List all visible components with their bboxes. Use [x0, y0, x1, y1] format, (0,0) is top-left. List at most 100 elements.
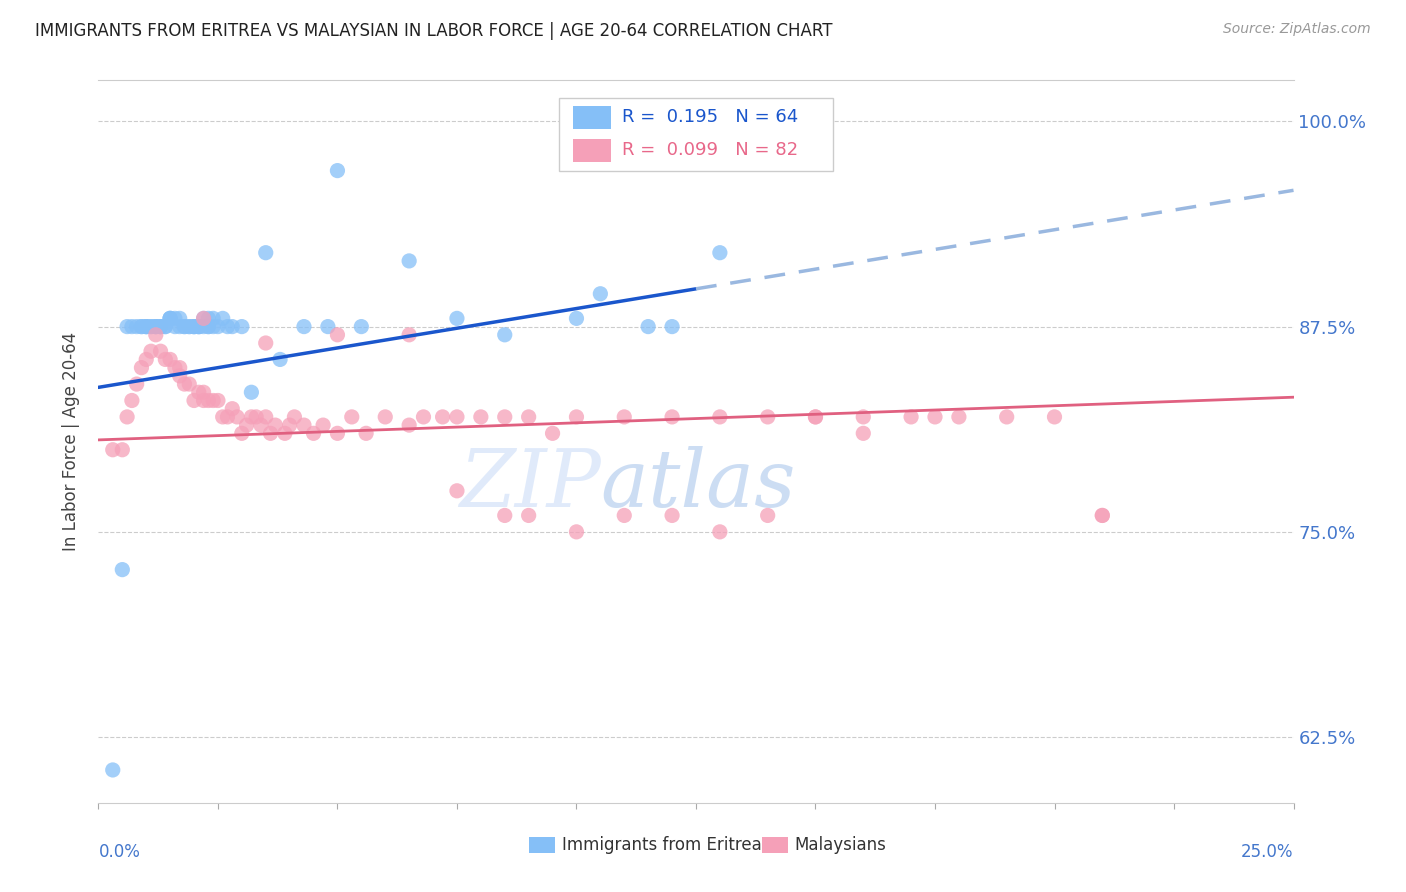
Point — [183, 319, 205, 334]
Point — [135, 319, 157, 334]
Point — [197, 393, 219, 408]
Text: Immigrants from Eritrea: Immigrants from Eritrea — [562, 837, 762, 855]
Point — [135, 352, 157, 367]
Bar — [572, 139, 612, 162]
Point — [292, 418, 315, 433]
Point — [111, 563, 134, 577]
Point — [179, 377, 201, 392]
Point — [221, 401, 243, 416]
Point — [354, 426, 377, 441]
Point — [446, 483, 468, 498]
Point — [541, 426, 564, 441]
Point — [155, 352, 177, 367]
Y-axis label: In Labor Force | Age 20-64: In Labor Force | Age 20-64 — [62, 332, 80, 551]
Point — [316, 319, 339, 334]
Bar — [762, 838, 787, 854]
Point — [169, 360, 191, 375]
Point — [756, 508, 779, 523]
Point — [900, 409, 922, 424]
Bar — [572, 105, 612, 128]
Point — [517, 409, 540, 424]
Point — [159, 311, 181, 326]
Point — [169, 311, 191, 326]
Point — [259, 426, 281, 441]
Point — [709, 524, 731, 539]
Point — [231, 426, 253, 441]
Point — [283, 409, 305, 424]
Point — [211, 409, 233, 424]
Point — [169, 319, 191, 334]
Text: Malaysians: Malaysians — [794, 837, 886, 855]
Point — [661, 319, 683, 334]
Point — [1043, 409, 1066, 424]
Point — [101, 442, 124, 457]
Point — [193, 319, 215, 334]
Point — [135, 319, 157, 334]
Text: 25.0%: 25.0% — [1241, 843, 1294, 861]
Point — [565, 311, 588, 326]
Point — [274, 426, 297, 441]
Point — [292, 319, 315, 334]
Point — [202, 393, 225, 408]
Point — [121, 319, 143, 334]
Point — [264, 418, 287, 433]
Point — [131, 319, 153, 334]
Point — [211, 311, 233, 326]
Point — [852, 409, 875, 424]
Point — [709, 409, 731, 424]
Point — [254, 336, 277, 351]
Point — [193, 393, 215, 408]
Text: IMMIGRANTS FROM ERITREA VS MALAYSIAN IN LABOR FORCE | AGE 20-64 CORRELATION CHAR: IMMIGRANTS FROM ERITREA VS MALAYSIAN IN … — [35, 22, 832, 40]
Point — [432, 409, 454, 424]
Point — [221, 319, 243, 334]
Point — [254, 409, 277, 424]
Text: R =  0.195   N = 64: R = 0.195 N = 64 — [621, 108, 799, 126]
Point — [661, 508, 683, 523]
Point — [145, 319, 167, 334]
Point — [149, 319, 172, 334]
Point — [131, 319, 153, 334]
Point — [709, 245, 731, 260]
Point — [193, 311, 215, 326]
Point — [661, 409, 683, 424]
Point — [139, 319, 162, 334]
Point — [948, 409, 970, 424]
Point — [197, 319, 219, 334]
Point — [183, 319, 205, 334]
FancyBboxPatch shape — [558, 98, 834, 170]
Point — [197, 311, 219, 326]
Point — [254, 245, 277, 260]
Point — [159, 311, 181, 326]
Point — [312, 418, 335, 433]
Point — [173, 377, 195, 392]
Point — [852, 426, 875, 441]
Point — [995, 409, 1018, 424]
Text: 0.0%: 0.0% — [98, 843, 141, 861]
Point — [494, 508, 516, 523]
Point — [149, 319, 172, 334]
Point — [125, 377, 148, 392]
Point — [149, 344, 172, 359]
Point — [278, 418, 301, 433]
Point — [494, 327, 516, 342]
Point — [139, 344, 162, 359]
Point — [240, 385, 263, 400]
Point — [183, 319, 205, 334]
Point — [173, 319, 195, 334]
Point — [159, 352, 181, 367]
Point — [302, 426, 325, 441]
Point — [217, 409, 239, 424]
Point — [412, 409, 434, 424]
Point — [115, 319, 138, 334]
Point — [613, 508, 636, 523]
Point — [589, 286, 612, 301]
Point — [145, 327, 167, 342]
Text: atlas: atlas — [600, 446, 796, 524]
Point — [207, 393, 229, 408]
Point — [202, 319, 225, 334]
Point — [193, 385, 215, 400]
Point — [269, 352, 291, 367]
Point — [250, 418, 273, 433]
Point — [374, 409, 396, 424]
Point — [231, 319, 253, 334]
